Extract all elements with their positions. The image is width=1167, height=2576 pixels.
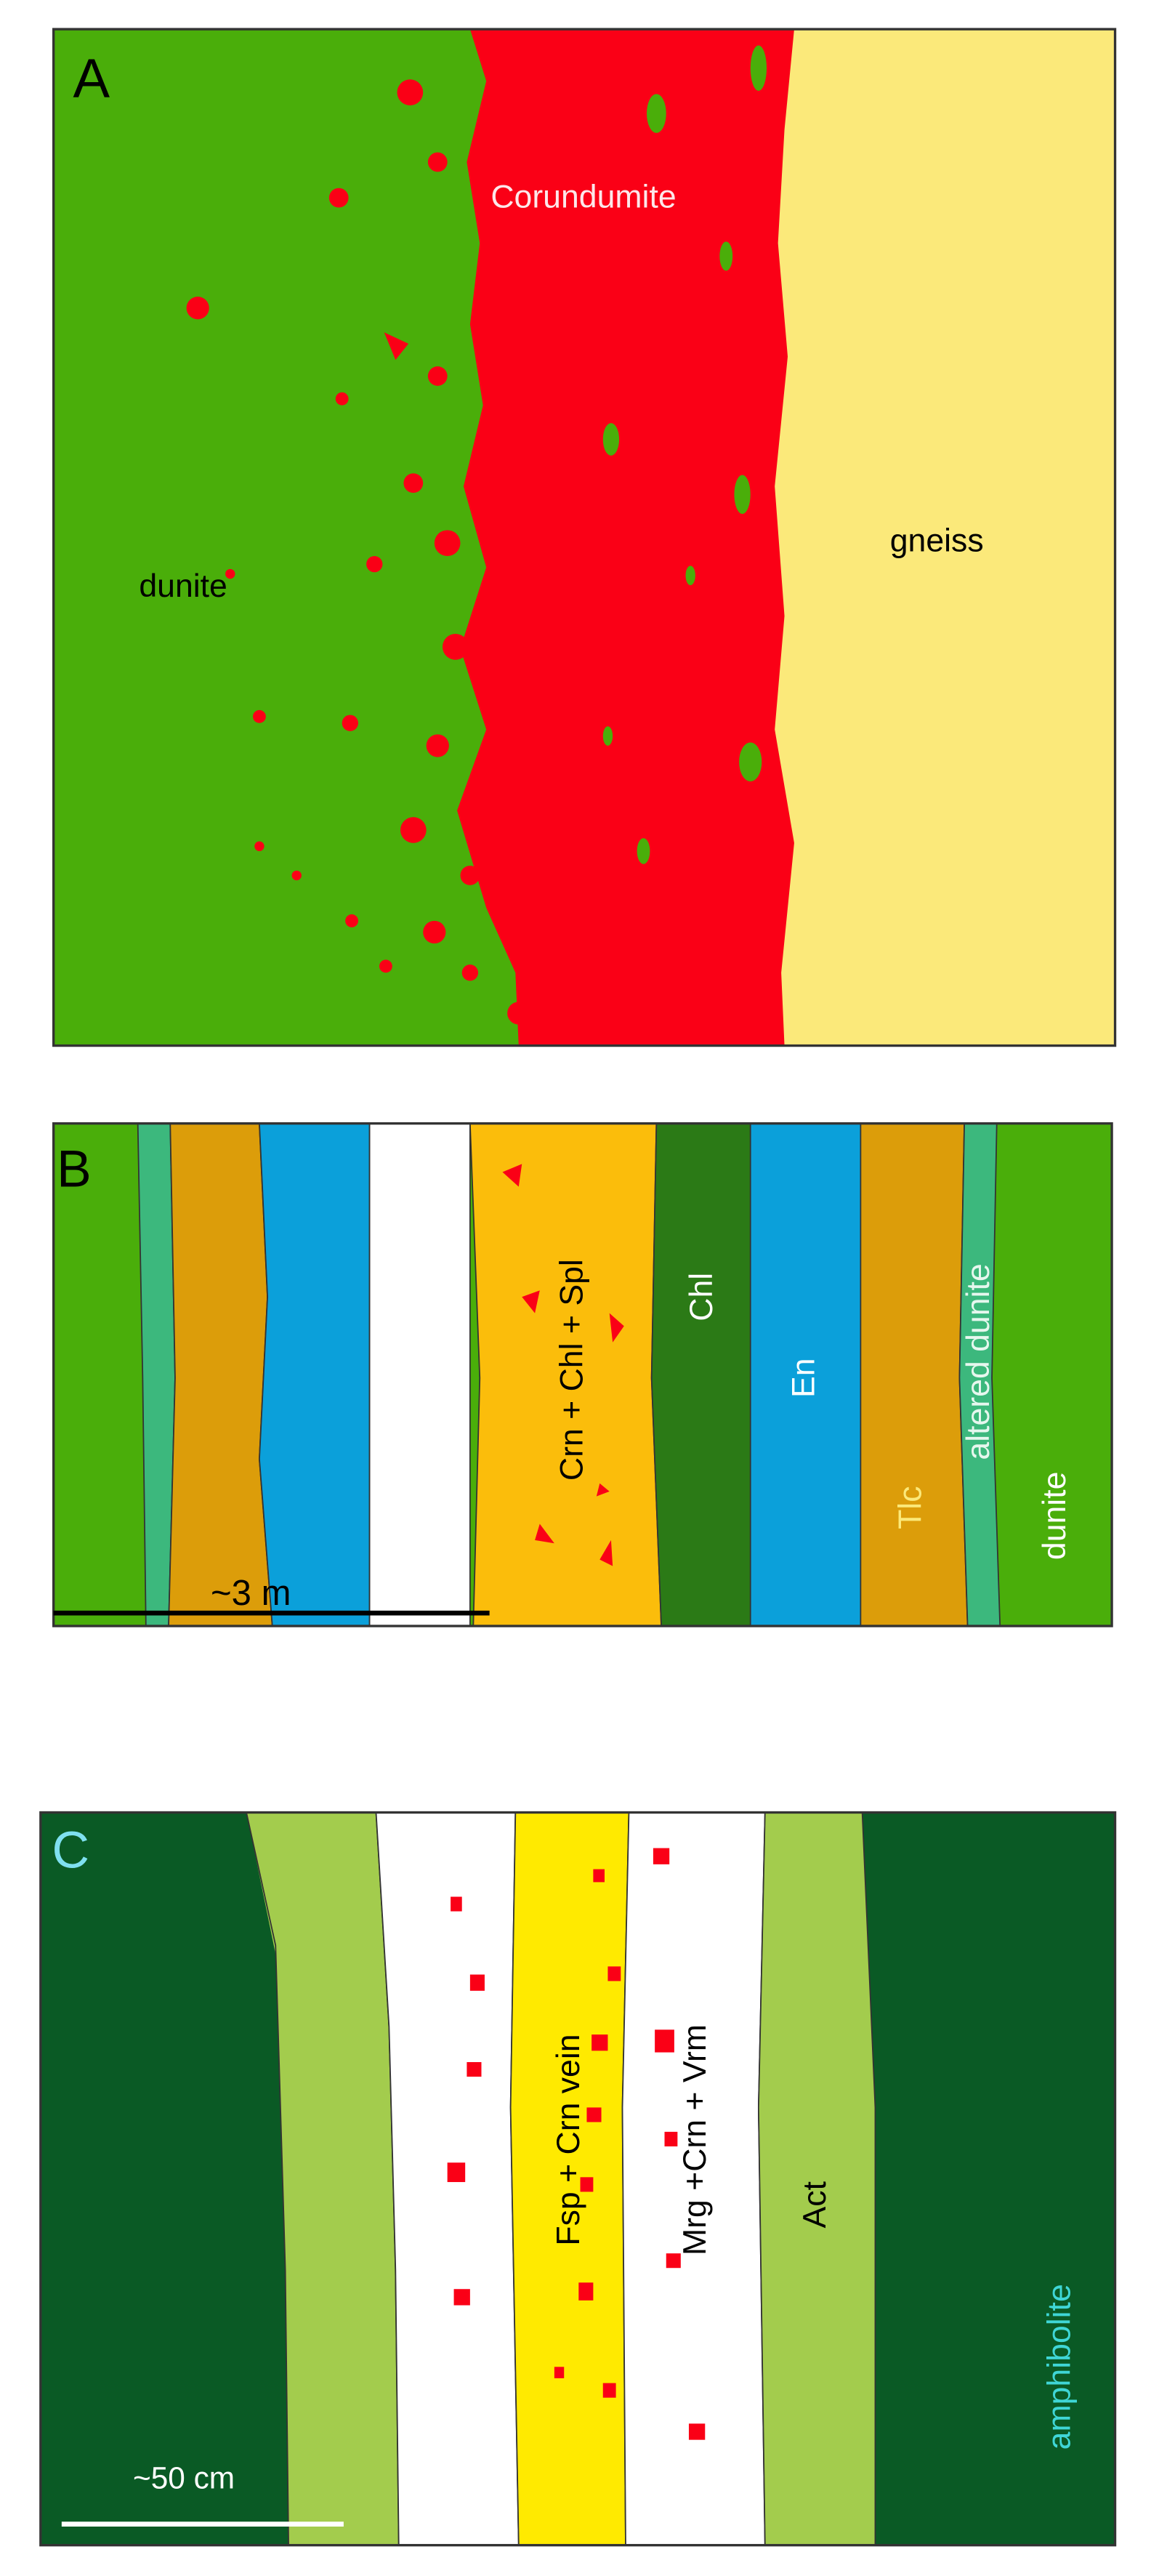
white-band xyxy=(368,1122,471,1627)
red-inclusions xyxy=(447,1848,706,2440)
band-label: Crn + Chl + Spl xyxy=(554,1259,589,1481)
enstatite-band xyxy=(258,1122,371,1627)
panel-a: A Corundumite gneiss dunite xyxy=(52,28,1117,1047)
red-inclusions xyxy=(502,1164,624,1566)
enstatite-band xyxy=(749,1122,862,1627)
band-label: dunite xyxy=(1037,1472,1073,1561)
zone-label: dunite xyxy=(139,568,227,604)
band-label: altered dunite xyxy=(961,1263,996,1460)
band-label: Fsp + Crn vein xyxy=(551,2034,586,2245)
scale-label: ~50 cm xyxy=(133,2461,235,2495)
panel-label: C xyxy=(52,1821,89,1879)
talc-band xyxy=(168,1122,273,1627)
band-label: En xyxy=(786,1359,821,1398)
chlorite-band xyxy=(650,1122,755,1627)
scale-label: ~3 m xyxy=(211,1574,291,1613)
panel-label: A xyxy=(73,48,110,110)
dunite-zone xyxy=(53,29,519,1046)
zone-label: gneiss xyxy=(890,523,984,558)
band-label: Act xyxy=(797,2181,833,2228)
panel-border xyxy=(52,1122,1113,1627)
panel-label: B xyxy=(57,1140,92,1199)
band-label: Tlc xyxy=(893,1486,929,1529)
band-label: Chl xyxy=(684,1273,719,1321)
zone-label: Corundumite xyxy=(490,179,676,214)
panel-border xyxy=(39,1811,1117,2547)
green-inclusions xyxy=(602,45,767,864)
panel-border xyxy=(52,28,1117,1047)
band-label: Mrg +Crn + Vrm xyxy=(677,2024,713,2255)
panel-c: C Fsp + Crn vein Mrg +Crn + Vrm Act amph… xyxy=(39,1811,1117,2547)
talc-band xyxy=(860,1122,969,1627)
band-label: amphibolite xyxy=(1042,2284,1078,2450)
actinolite-band xyxy=(757,1811,876,2546)
panel-b: B Crn + Chl + Spl Chl En Tlc altered dun… xyxy=(52,1122,1113,1627)
red-inclusions xyxy=(186,79,530,1025)
